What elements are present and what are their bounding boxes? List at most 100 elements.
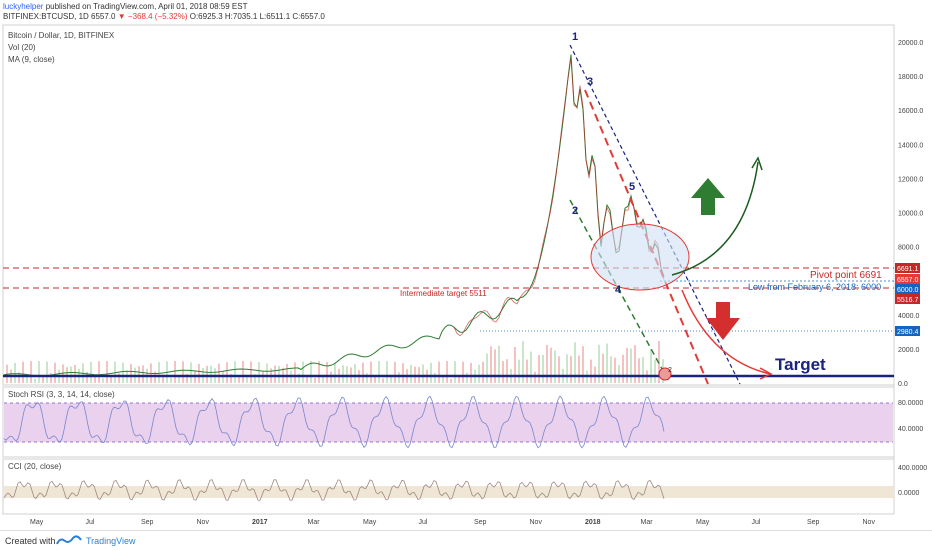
volume-bar <box>62 364 64 383</box>
x-tick-label: Sep <box>141 519 154 526</box>
volume-bar <box>366 373 368 383</box>
price-tags: 6691.1 6557.0 6000.0 5516.7 2980.4 <box>895 263 920 336</box>
volume-bar <box>206 365 208 383</box>
volume-bar <box>622 354 624 383</box>
cci-band <box>4 486 893 498</box>
trend-line-blue[interactable] <box>569 44 741 385</box>
volume-bar <box>306 376 308 383</box>
x-tick-label: May <box>363 519 377 526</box>
x-tick-label: Jul <box>752 519 761 526</box>
volume-bar <box>74 364 76 383</box>
volume-bar <box>142 365 144 383</box>
volume-bar <box>398 372 400 383</box>
volume-bar <box>118 373 120 383</box>
volume-bar <box>410 364 412 383</box>
volume-bar <box>302 361 304 383</box>
stoch-pane-title: Stoch RSI (3, 3, 14, 14, close) <box>8 390 115 399</box>
volume-bar <box>34 378 36 383</box>
tradingview-logo-icon <box>56 535 82 545</box>
volume-bar <box>606 343 608 383</box>
low-feb-label: Low from February 6, 2018: 6000 <box>748 282 881 292</box>
volume-bar <box>198 363 200 383</box>
volume-bar <box>354 364 356 383</box>
volume-bar <box>598 344 600 383</box>
volume-bar <box>634 345 636 383</box>
volume-bar <box>238 377 240 383</box>
bearish-curve[interactable] <box>681 289 771 375</box>
trend-line-green[interactable] <box>569 199 669 381</box>
x-tick-label: Jul <box>419 519 428 526</box>
x-tick-label: Mar <box>308 519 321 526</box>
volume-bar <box>386 361 388 383</box>
volume-bar <box>370 361 372 383</box>
volume-bar <box>574 342 576 383</box>
volume-bar <box>578 355 580 383</box>
volume-bar <box>314 377 316 383</box>
x-tick-label: May <box>696 519 710 526</box>
volume-bar <box>454 361 456 383</box>
y-tick-label: 16000.0 <box>898 108 923 115</box>
last-price: 6557.0 <box>91 12 116 21</box>
low-value: L:6511.1 <box>259 12 291 21</box>
volume-bar <box>546 344 548 383</box>
volume-bar <box>90 361 92 383</box>
volume-bar <box>506 359 508 383</box>
x-axis: May Jul Sep Nov 2017 Mar May Jul Sep Nov 2018 Mar Ma… <box>30 519 875 526</box>
volume-bar <box>278 365 280 383</box>
volume-bar <box>138 366 140 383</box>
wave-1-label: 1 <box>572 31 578 43</box>
volume-bar <box>630 348 632 383</box>
up-arrow-icon <box>691 178 725 215</box>
price-series <box>3 54 665 377</box>
volume-bar <box>274 365 276 383</box>
volume-bar <box>342 365 344 383</box>
volume-bar <box>22 361 24 383</box>
volume-bar <box>326 361 328 383</box>
volume-bar <box>446 361 448 383</box>
main-pane-title: Bitcoin / Dollar, 1D, BITFINEX <box>8 31 115 40</box>
volume-bar <box>422 364 424 383</box>
volume-bar <box>122 362 124 383</box>
y-tick-label: 10000.0 <box>898 211 923 218</box>
volume-bar <box>110 376 112 383</box>
chart-header: luckyhelper published on TradingView.com… <box>3 2 325 22</box>
volume-bar <box>158 362 160 383</box>
y-tick-label: 2000.0 <box>898 347 920 354</box>
volume-bar <box>558 356 560 383</box>
volume-bar <box>242 361 244 383</box>
volume-bar <box>322 374 324 383</box>
y-tick-label: 18000.0 <box>898 74 923 81</box>
chart-canvas[interactable]: 20000.018000.016000.014000.012000.010000… <box>0 0 932 530</box>
volume-bar <box>246 377 248 383</box>
volume-bar <box>254 374 256 383</box>
volume-bar <box>190 362 192 383</box>
volume-bar <box>650 348 652 383</box>
volume-bar <box>518 359 520 383</box>
x-tick-label: Jul <box>86 519 95 526</box>
x-tick-label: Sep <box>807 519 820 526</box>
volume-bar <box>554 350 556 383</box>
volume-bar <box>430 362 432 383</box>
tradingview-brand-link[interactable]: TradingView <box>86 536 136 546</box>
bullish-curve[interactable] <box>671 161 759 276</box>
price-tag-6691: 6691.1 <box>897 266 919 273</box>
volume-bar <box>486 353 488 383</box>
volume-bar <box>610 356 612 383</box>
y-tick-label: 20000.0 <box>898 40 923 47</box>
volume-bar <box>570 355 572 383</box>
marker-circle[interactable] <box>658 367 672 381</box>
wave-5-label: 5 <box>629 181 635 193</box>
consolidation-ellipse[interactable] <box>590 223 690 291</box>
volume-bar <box>162 374 164 383</box>
volume-bar <box>402 363 404 383</box>
volume-bar <box>470 362 472 383</box>
volume-bar <box>566 354 568 383</box>
volume-bar <box>638 358 640 383</box>
author-link[interactable]: luckyhelper <box>3 2 44 11</box>
volume-bar <box>618 364 620 383</box>
y-tick-label: 4000.0 <box>898 313 920 320</box>
volume-bar <box>26 375 28 383</box>
volume-bar <box>98 361 100 383</box>
cci-tick-0: 0.0000 <box>898 490 920 497</box>
volume-bar <box>210 365 212 383</box>
